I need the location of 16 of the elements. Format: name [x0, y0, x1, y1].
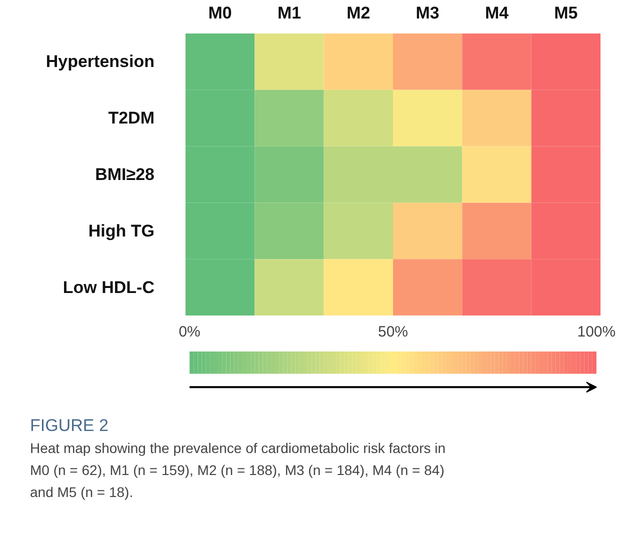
- color-bar-label: 0%: [178, 324, 200, 340]
- color-bar-label: 50%: [378, 324, 408, 340]
- x-tick-label: M4: [484, 4, 510, 22]
- x-tick-label: M2: [346, 4, 370, 22]
- x-tick-label: M0: [208, 4, 232, 22]
- y-tick-label: T2DM: [108, 108, 155, 128]
- x-tick-label: M1: [277, 4, 302, 22]
- x-tick-label: M5: [554, 4, 578, 22]
- y-tick-label: Low HDL-C: [62, 278, 155, 297]
- text: Heat map showing the prevalence of cardiometabolic risk factors in M0 (n = 62), M1 (n = 159), M2 (n = 188), M3 (n = 184), M4 (n = 84) and M5 (n = 18).: [30, 439, 446, 502]
- caption: FIGURE 2: [30, 415, 110, 437]
- y-tick-label: Hypertension: [46, 52, 155, 72]
- color-bar-label: 100%: [577, 324, 616, 340]
- y-tick-label: BMI≥28: [95, 165, 155, 184]
- x-tick-label: M3: [416, 4, 440, 22]
- y-tick-label: High TG: [88, 221, 155, 240]
